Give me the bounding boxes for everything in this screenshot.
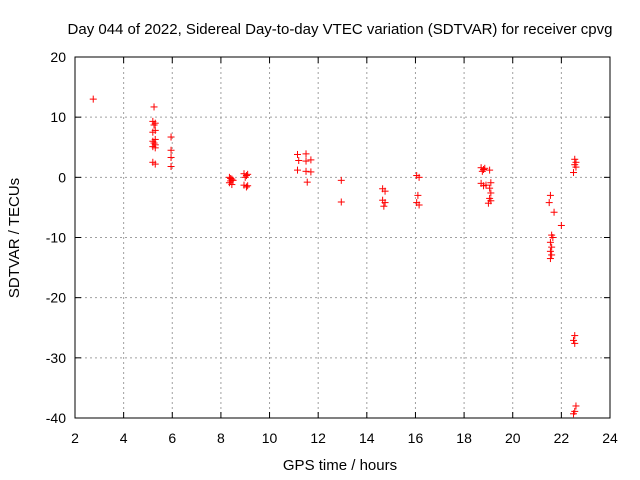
x-tick-label: 4 — [120, 430, 128, 446]
data-point — [487, 179, 495, 187]
x-tick-label: 20 — [505, 430, 521, 446]
data-point — [337, 176, 345, 184]
data-point — [150, 139, 158, 147]
x-axis-label: GPS time / hours — [283, 457, 397, 474]
data-point — [549, 234, 557, 241]
data-point — [481, 164, 489, 172]
data-point — [380, 202, 388, 210]
data-point — [414, 191, 422, 199]
grid-layer — [75, 57, 610, 418]
data-point — [546, 255, 554, 263]
data-point — [381, 187, 389, 195]
data-point — [302, 157, 310, 165]
x-tick-label: 6 — [168, 430, 176, 446]
data-point — [167, 153, 175, 161]
chart-title: Day 044 of 2022, Sidereal Day-to-day VTE… — [68, 21, 613, 38]
y-tick-label: -20 — [46, 290, 66, 306]
data-point — [242, 172, 250, 180]
data-point — [572, 402, 580, 410]
data-point — [151, 119, 159, 127]
data-point — [570, 410, 578, 418]
data-point — [149, 128, 157, 136]
data-point — [295, 156, 303, 164]
data-point — [415, 173, 423, 181]
data-point — [571, 332, 579, 340]
data-point — [570, 169, 578, 177]
data-point — [167, 163, 175, 171]
y-tick-label: -30 — [46, 350, 66, 366]
data-point — [415, 201, 423, 209]
y-tick-label: 0 — [58, 169, 66, 185]
points-layer — [89, 95, 580, 418]
data-point — [167, 133, 175, 141]
data-point — [294, 166, 302, 174]
data-point — [484, 199, 492, 207]
data-point — [244, 182, 252, 190]
data-point — [228, 181, 236, 189]
data-point — [546, 191, 554, 199]
data-point — [302, 150, 310, 158]
data-point — [151, 144, 159, 152]
data-point — [482, 181, 490, 189]
y-tick-label: -10 — [46, 230, 66, 246]
data-point — [557, 221, 565, 229]
data-point — [486, 184, 494, 192]
data-point — [545, 199, 553, 207]
data-point — [150, 121, 158, 129]
data-point — [302, 167, 310, 175]
data-point — [151, 160, 159, 168]
x-tick-label: 8 — [217, 430, 225, 446]
data-point — [227, 175, 235, 183]
data-point — [167, 146, 175, 154]
data-point — [307, 168, 315, 176]
data-point — [242, 183, 250, 191]
data-point — [307, 156, 315, 164]
data-point — [550, 208, 558, 216]
data-point — [548, 251, 556, 259]
data-point — [150, 103, 158, 111]
x-tick-label: 10 — [262, 430, 278, 446]
data-point — [546, 238, 554, 246]
x-tick-label: 2 — [71, 430, 79, 446]
data-point — [487, 189, 495, 197]
x-tick-label: 22 — [554, 430, 570, 446]
data-point — [570, 336, 578, 344]
data-point — [572, 163, 580, 171]
y-tick-label: 20 — [50, 49, 66, 65]
y-tick-label: -40 — [46, 410, 66, 426]
data-point — [571, 339, 579, 347]
data-point — [303, 178, 311, 186]
data-point — [381, 199, 389, 207]
x-tick-label: 18 — [456, 430, 472, 446]
data-point — [548, 243, 556, 251]
data-point — [244, 170, 252, 178]
x-tick-label: 16 — [408, 430, 424, 446]
data-point — [294, 150, 302, 158]
x-tick-label: 12 — [310, 430, 326, 446]
x-tick-label: 24 — [602, 430, 618, 446]
data-point — [486, 166, 494, 174]
y-tick-label: 10 — [50, 109, 66, 125]
y-axis-label: SDTVAR / TECUs — [6, 178, 23, 298]
x-tick-label: 14 — [359, 430, 375, 446]
data-point — [337, 198, 345, 206]
data-point — [480, 166, 488, 174]
data-point — [546, 247, 554, 255]
data-point — [89, 95, 97, 103]
